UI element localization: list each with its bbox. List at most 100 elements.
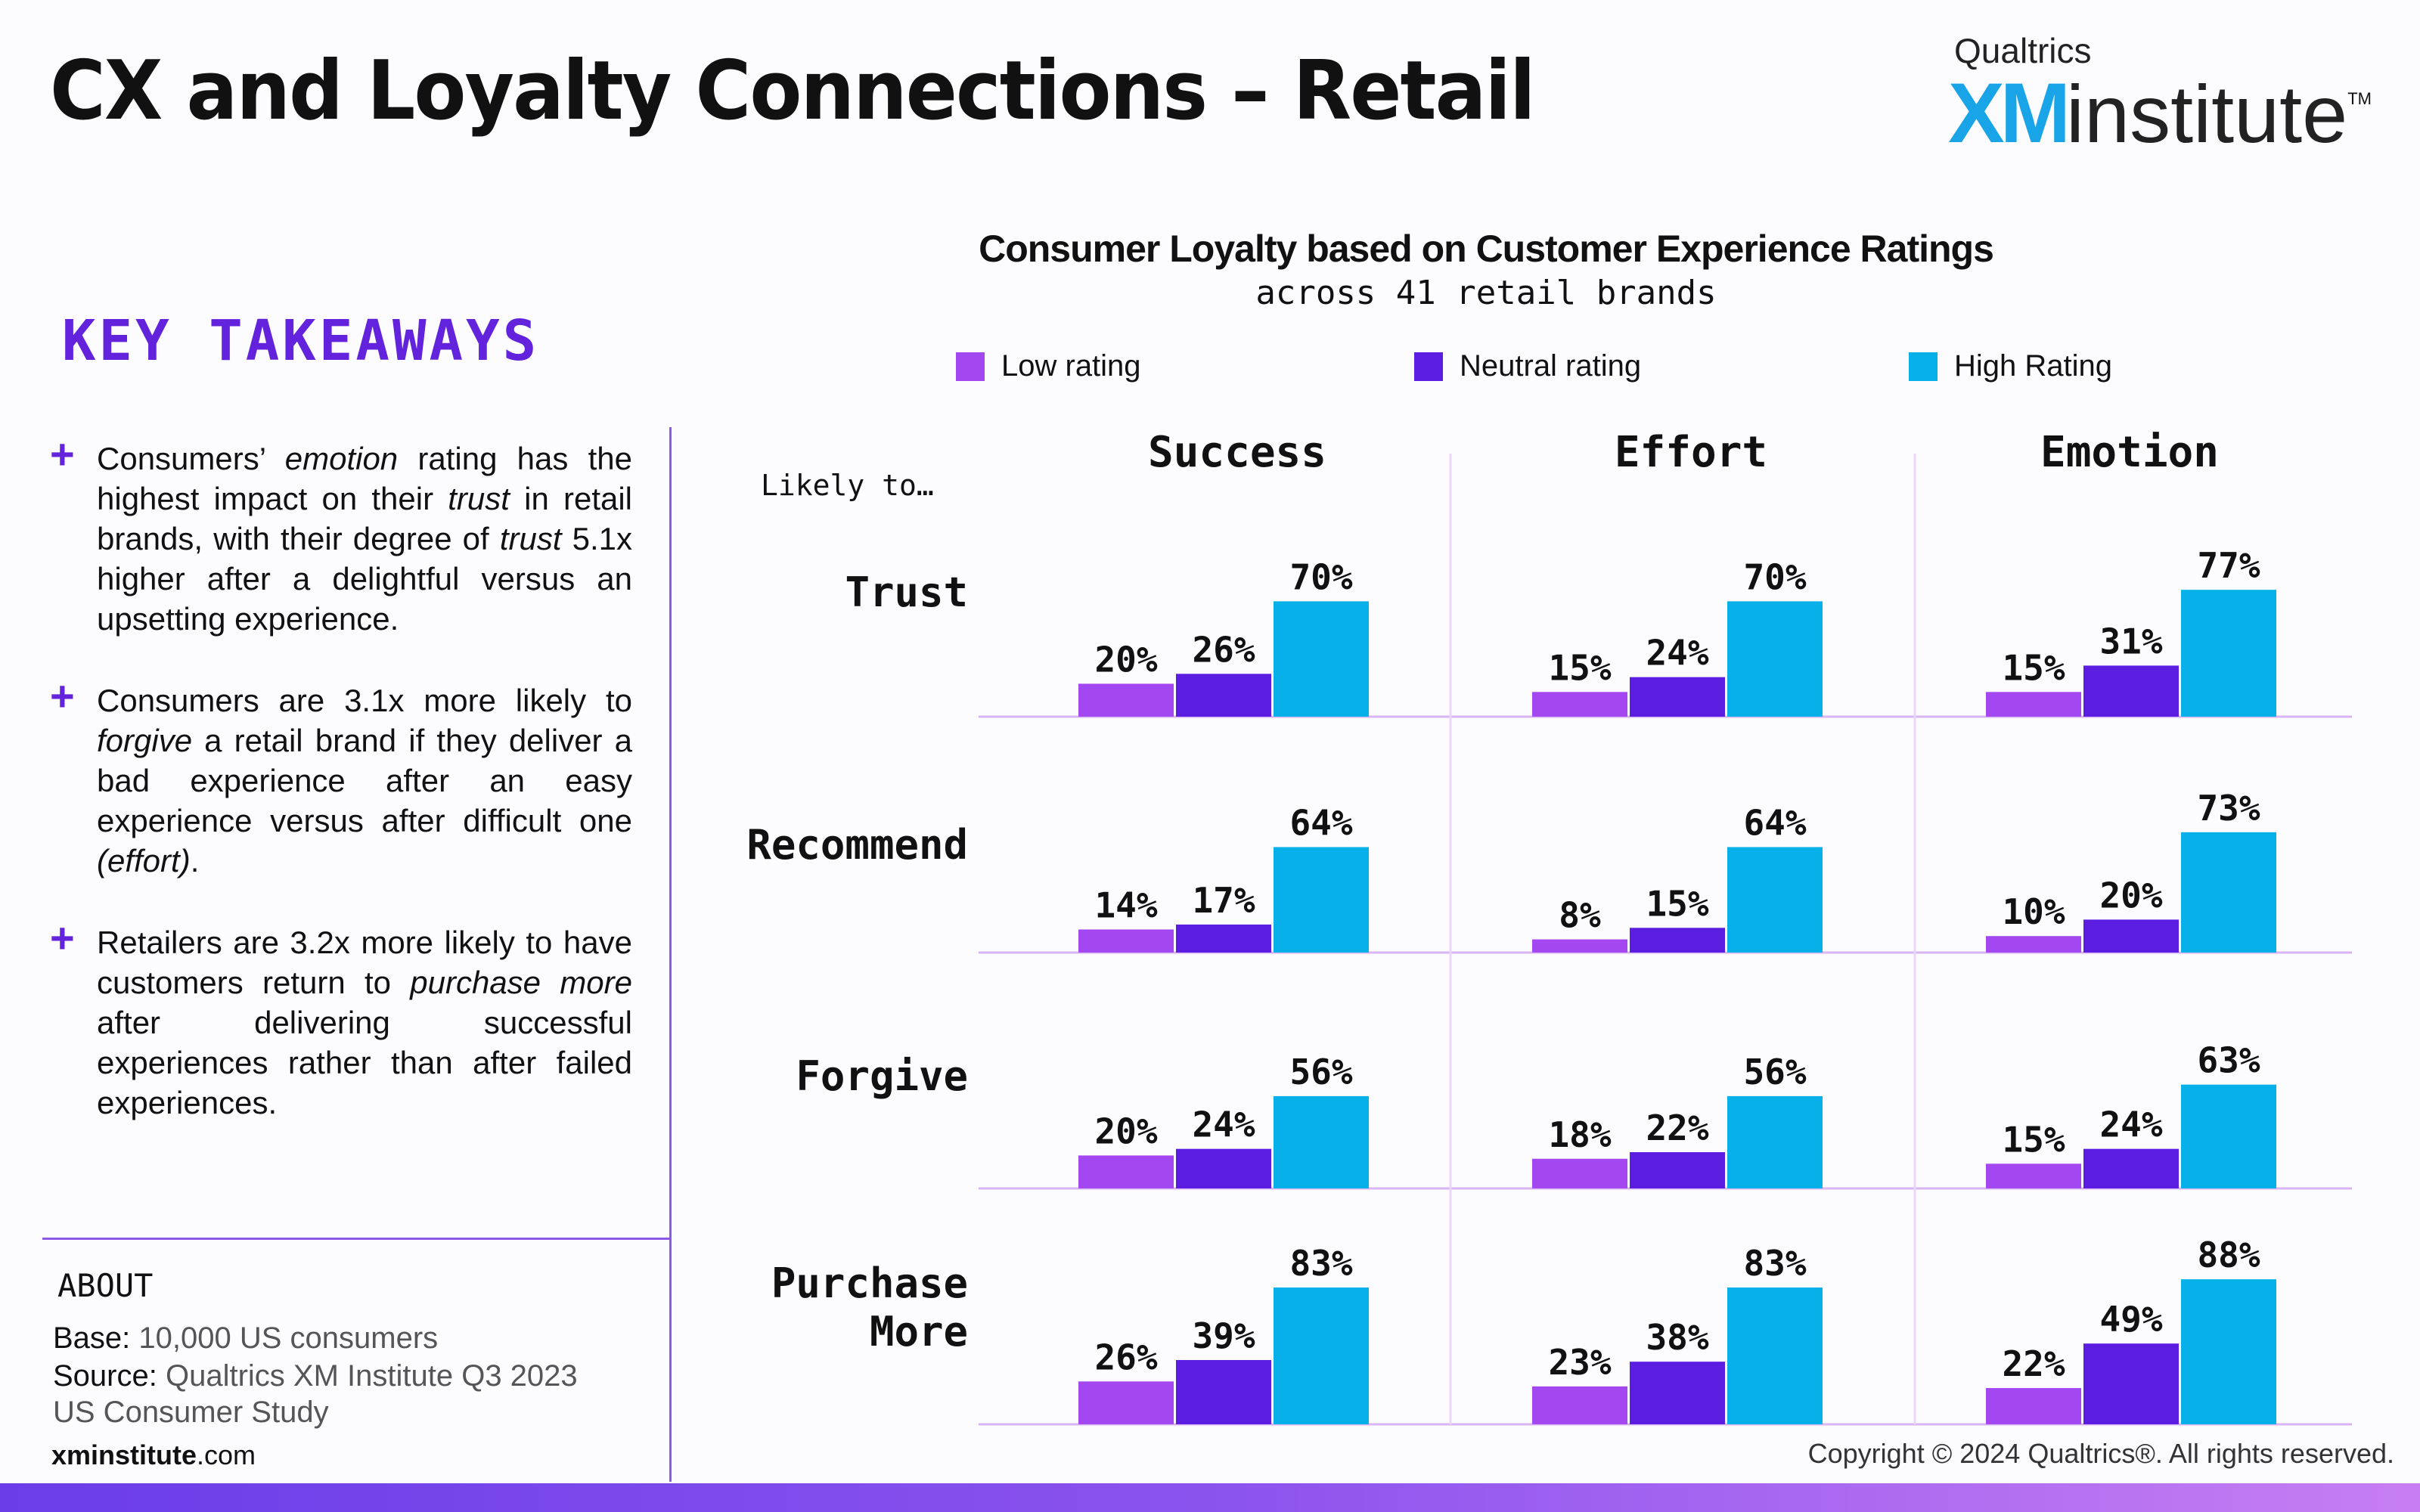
page-title: CX and Loyalty Connections – Retail	[50, 44, 1536, 138]
bar-purchase-more-effort-neutral	[1630, 1362, 1725, 1424]
data-label-purchase-more-success-low: 26%	[1094, 1337, 1157, 1377]
legend-swatch-neutral	[1414, 352, 1443, 381]
column-header-success: Success	[1147, 428, 1326, 477]
bar-recommend-effort-high	[1727, 847, 1823, 953]
bar-purchase-more-emotion-low	[1986, 1388, 2081, 1424]
bar-trust-emotion-high	[2181, 590, 2276, 717]
bar-recommend-success-low	[1078, 929, 1174, 953]
logo-brand: Qualtrics	[1954, 31, 2092, 70]
data-label-purchase-more-effort-low: 23%	[1548, 1342, 1611, 1383]
data-label-trust-emotion-neutral: 31%	[2099, 621, 2162, 662]
bar-purchase-more-success-low	[1078, 1381, 1174, 1424]
bar-recommend-effort-neutral	[1630, 928, 1725, 953]
bar-trust-success-high	[1274, 601, 1369, 717]
bar-purchase-more-success-high	[1274, 1287, 1369, 1424]
bar-trust-effort-low	[1532, 692, 1627, 717]
logo-tm: TM	[2347, 89, 2372, 108]
data-label-recommend-success-low: 14%	[1094, 885, 1157, 925]
data-label-recommend-emotion-low: 10%	[2002, 891, 2065, 932]
data-label-purchase-more-emotion-neutral: 49%	[2099, 1299, 2162, 1340]
data-label-recommend-emotion-neutral: 20%	[2099, 875, 2162, 916]
data-label-forgive-success-low: 20%	[1094, 1111, 1157, 1151]
legend-neutral: Neutral rating	[1414, 349, 1641, 383]
takeaway-text: Consumers’ emotion rating has the highes…	[97, 441, 633, 637]
bar-trust-emotion-low	[1986, 692, 2081, 717]
column-header-effort: Effort	[1614, 428, 1768, 477]
vertical-divider	[669, 427, 672, 1482]
logo-xm: XM	[1948, 66, 2071, 160]
bar-forgive-success-neutral	[1176, 1148, 1271, 1188]
data-label-forgive-emotion-high: 63%	[2197, 1040, 2260, 1081]
bar-forgive-success-high	[1274, 1095, 1369, 1188]
plus-icon: +	[50, 672, 75, 720]
data-label-trust-effort-neutral: 24%	[1646, 633, 1708, 674]
takeaway-item: + Consumers are 3.1x more likely to forg…	[50, 675, 632, 881]
bottom-gradient-bar	[0, 1483, 2420, 1512]
site-bold: xminstitute	[51, 1439, 197, 1470]
bar-recommend-emotion-neutral	[2083, 919, 2179, 953]
source-label: Source:	[53, 1359, 157, 1393]
column-header-emotion: Emotion	[2040, 428, 2219, 477]
base-value: 10,000 US consumers	[130, 1321, 439, 1355]
legend-low: Low rating	[956, 349, 1141, 383]
qualtrics-xm-institute-logo: Qualtrics XMinstituteTM	[1948, 30, 2372, 156]
legend-label-low: Low rating	[1001, 349, 1141, 383]
row-label-trust: Trust	[845, 569, 968, 616]
bar-trust-success-neutral	[1176, 674, 1271, 717]
row-label-purchase-more: Purchase More	[771, 1259, 968, 1356]
data-label-trust-success-high: 70%	[1289, 556, 1352, 597]
data-label-recommend-emotion-high: 73%	[2197, 788, 2260, 829]
chart-subtitle: across 41 retail brands	[1255, 274, 1717, 312]
bar-forgive-effort-low	[1532, 1158, 1627, 1188]
legend-high: High Rating	[1909, 349, 2112, 383]
row-label-forgive: Forgive	[796, 1052, 968, 1100]
bar-recommend-emotion-low	[1986, 936, 2081, 953]
horizontal-divider	[42, 1238, 671, 1240]
data-label-recommend-effort-neutral: 15%	[1646, 883, 1708, 924]
data-label-trust-success-low: 20%	[1094, 639, 1157, 680]
plus-icon: +	[50, 914, 75, 962]
data-label-purchase-more-effort-high: 83%	[1743, 1243, 1806, 1284]
bar-forgive-emotion-high	[2181, 1084, 2276, 1188]
data-label-trust-success-neutral: 26%	[1192, 629, 1255, 670]
data-label-forgive-emotion-low: 15%	[2002, 1119, 2065, 1160]
takeaway-text: Consumers are 3.1x more likely to forgiv…	[97, 683, 632, 878]
bar-recommend-emotion-high	[2181, 832, 2276, 953]
bar-forgive-success-low	[1078, 1155, 1174, 1188]
data-label-trust-emotion-low: 15%	[2002, 647, 2065, 688]
legend-swatch-low	[956, 352, 985, 381]
bar-forgive-emotion-low	[1986, 1163, 2081, 1188]
bar-trust-effort-neutral	[1630, 677, 1725, 717]
key-takeaways-heading: KEY TAKEAWAYS	[62, 308, 540, 373]
bar-purchase-more-effort-high	[1727, 1287, 1823, 1424]
bar-forgive-effort-neutral	[1630, 1152, 1725, 1188]
bar-trust-success-low	[1078, 683, 1174, 717]
data-label-forgive-success-high: 56%	[1289, 1052, 1352, 1092]
bar-recommend-effort-low	[1532, 939, 1627, 953]
data-label-forgive-effort-neutral: 22%	[1646, 1108, 1708, 1148]
source-value: Qualtrics XM Institute Q3 2023 US Consum…	[53, 1359, 578, 1429]
takeaway-item: + Retailers are 3.2x more likely to have…	[50, 917, 632, 1123]
bar-purchase-more-emotion-high	[2181, 1279, 2276, 1424]
site-link[interactable]: xminstitute.com	[51, 1439, 256, 1471]
data-label-trust-effort-high: 70%	[1743, 556, 1806, 597]
legend-label-high: High Rating	[1954, 349, 2113, 383]
takeaway-text: Retailers are 3.2x more likely to have c…	[97, 925, 632, 1120]
bar-purchase-more-effort-low	[1532, 1386, 1627, 1424]
data-label-recommend-effort-high: 64%	[1743, 802, 1806, 843]
row-label-recommend: Recommend	[746, 821, 968, 869]
data-label-recommend-success-high: 64%	[1289, 802, 1352, 843]
legend-label-neutral: Neutral rating	[1460, 349, 1642, 383]
base-label: Base:	[53, 1321, 131, 1355]
about-heading: ABOUT	[57, 1267, 154, 1304]
data-label-forgive-success-neutral: 24%	[1192, 1105, 1255, 1145]
bar-forgive-emotion-neutral	[2083, 1148, 2179, 1188]
data-label-forgive-effort-high: 56%	[1743, 1052, 1806, 1092]
data-label-recommend-effort-low: 8%	[1559, 895, 1601, 936]
row-header: Likely to…	[761, 469, 934, 502]
site-rest: .com	[197, 1439, 256, 1470]
data-label-forgive-emotion-neutral: 24%	[2099, 1105, 2162, 1145]
logo-institute: institute	[2066, 68, 2348, 160]
chart-title: Consumer Loyalty based on Customer Exper…	[979, 228, 1994, 270]
